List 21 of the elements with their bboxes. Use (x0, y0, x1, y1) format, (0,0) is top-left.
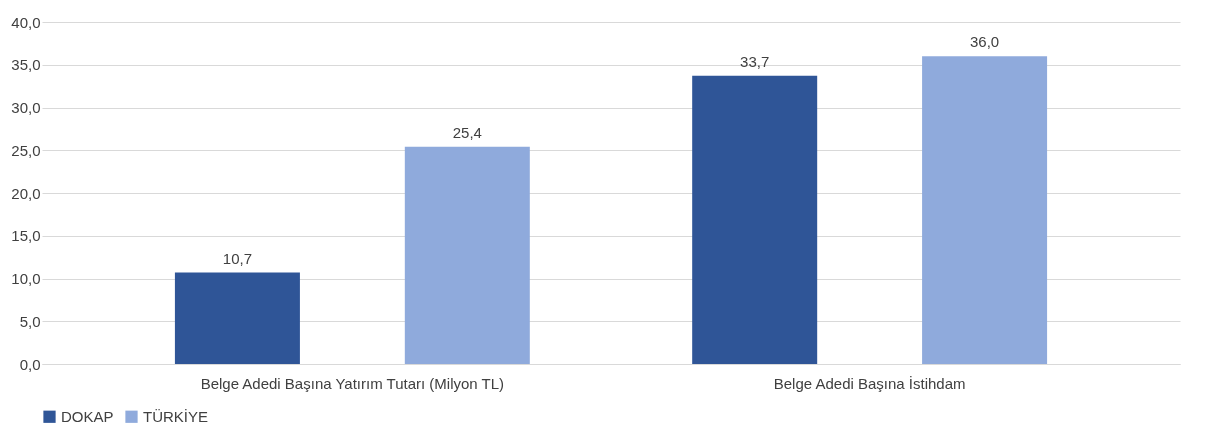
y-tick-label: 15,0 (11, 227, 41, 245)
data-label: 25,4 (452, 123, 482, 141)
x-tick-label: Belge Adedi Başına İstihdam (773, 374, 966, 392)
legend-label: TÜRKİYE (143, 407, 209, 425)
legend-label: DOKAP (61, 407, 114, 425)
y-tick-label: 40,0 (11, 13, 41, 31)
data-label: 10,7 (222, 249, 253, 267)
data-label: 36,0 (969, 33, 1000, 51)
bar (692, 75, 818, 364)
y-tick-label: 5,0 (19, 312, 41, 330)
y-tick-label: 20,0 (11, 184, 41, 202)
data-label: 33,7 (740, 52, 770, 70)
y-tick-label: 0,0 (19, 355, 41, 373)
y-tick-label: 30,0 (11, 99, 41, 116)
y-tick-label: 35,0 (11, 56, 41, 74)
y-tick-label: 25,0 (11, 141, 41, 159)
y-tick-label: 10,0 (11, 270, 41, 287)
bar (922, 56, 1048, 364)
x-tick-label: Belge Adedi Başına Yatırım Tutarı (Milyon TL) (200, 374, 505, 392)
bar (404, 146, 530, 364)
bar (174, 272, 300, 364)
